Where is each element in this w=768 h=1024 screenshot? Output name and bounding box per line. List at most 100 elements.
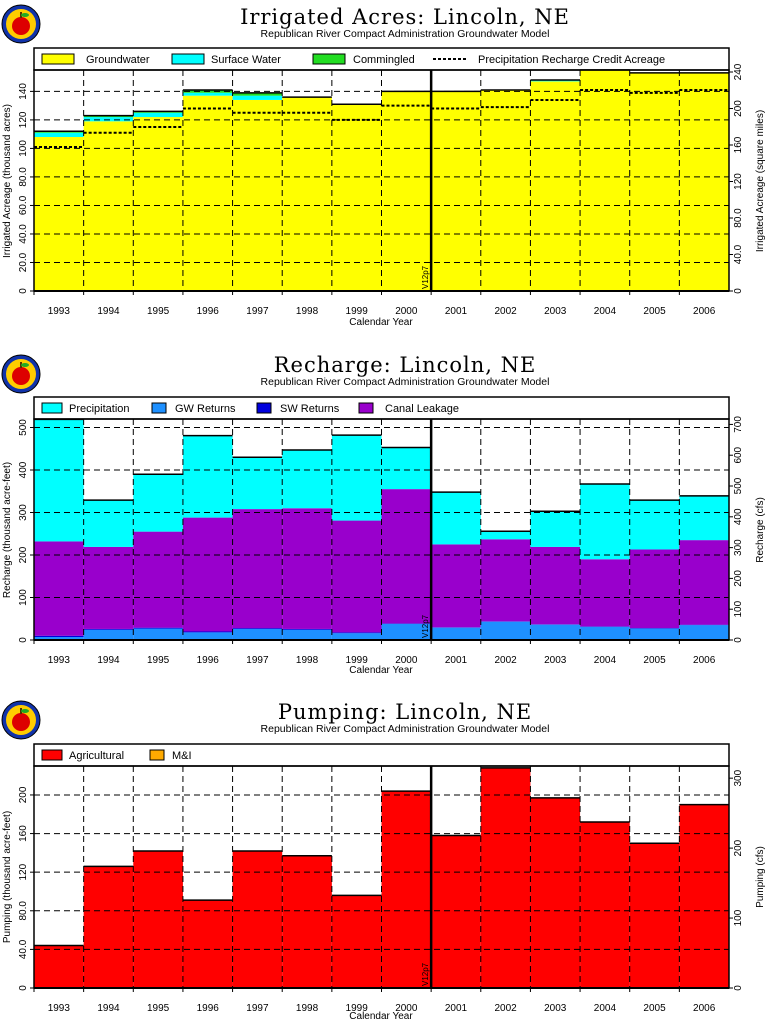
x-tick-label: 2002 [494,655,517,666]
x-tick-label: 2002 [494,306,517,317]
x-tick-label: 1997 [246,655,269,666]
y2-tick-label: 120 [733,173,744,190]
bar-segment [679,495,729,541]
y-tick-label: 100 [18,140,29,157]
bar-segment [182,517,233,632]
y2-tick-label: 400 [733,508,744,525]
bar-segment [133,117,183,292]
chart-legend: Groundwater Surface Water Commingled Pre… [33,47,730,71]
model-marker-label: V12p7 [421,614,430,638]
bar-segment [679,625,729,640]
legend-label-precipitation: Precipitation [69,403,130,415]
x-tick-label: 2001 [445,1003,468,1014]
bar-segment [530,81,581,291]
y-tick-label: 300 [18,504,29,521]
y-axis-label: Recharge (thousand acre-feet) [2,462,13,598]
chart-title: Irrigated Acres: Lincoln, NE [240,5,570,29]
x-tick-label: 2000 [395,1003,418,1014]
chart-title: Pumping: Lincoln, NE [278,700,532,724]
bar-segment [182,631,233,633]
x-tick-label: 2004 [594,306,617,317]
y2-tick-label: 700 [733,416,744,433]
bar-segment [83,121,134,291]
bar-segment [331,895,382,988]
x-axis-label: Calendar Year [349,317,413,328]
bar-segment [282,508,332,629]
bar-segment [679,804,729,988]
bar-segment [133,627,183,629]
x-tick-label: 1996 [197,655,220,666]
bar-segment [133,628,183,640]
x-tick-label: 2006 [693,1003,716,1014]
y-axis-label: Irrigated Acreage (thousand acres) [2,104,13,258]
irrigated-acres-panel: Irrigated Acres: Lincoln, NE Republican … [1,4,766,328]
bar-segment [133,850,183,988]
x-axis-label: Calendar Year [349,1011,413,1022]
y2-tick-label: 80.0 [733,208,744,228]
legend-swatch-precipitation [41,402,63,414]
bar-segment [331,632,382,634]
y2-tick-label: 300 [733,769,744,786]
x-tick-label: 1998 [296,1003,319,1014]
x-tick-label: 2004 [594,1003,617,1014]
legend-label-groundwater: Groundwater [86,54,150,66]
bar-segment [629,72,680,291]
y-tick-label: 80.0 [18,901,29,921]
legend-label-commingled: Commingled [353,54,415,66]
x-tick-label: 2003 [544,655,567,666]
bar-segment [480,539,531,622]
x-tick-label: 1995 [147,655,170,666]
bar-segment [480,767,531,988]
bar-segment [629,549,680,629]
model-marker-label: V12p7 [421,265,430,289]
bar-segment [282,855,332,988]
x-tick-label: 1999 [346,1003,369,1014]
bar-segment [629,500,680,550]
bar-segment [381,623,432,640]
y-tick-label: 0 [18,288,29,294]
bar-segment [133,531,183,628]
x-tick-label: 2005 [643,306,666,317]
legend-swatch-sw-returns [256,402,272,414]
bar-segment [331,633,382,640]
legend-label-precip-credit: Precipitation Recharge Credit Acreage [478,54,665,66]
recharge-panel: Recharge: Lincoln, NE Republican River C… [1,353,766,676]
chart-subtitle: Republican River Compact Administration … [261,28,550,40]
bar-segment [580,626,630,640]
bar-segment [431,627,481,640]
chart-legend: Agricultural M&I [33,743,730,767]
x-tick-label: 1999 [346,655,369,666]
y2-axis-label: Pumping (cfs) [755,846,766,908]
x-tick-label: 2004 [594,655,617,666]
x-tick-label: 1995 [147,1003,170,1014]
bar-segment [34,945,84,988]
bar-segment [282,97,332,291]
bar-segment [381,91,432,291]
y-tick-label: 140 [18,83,29,100]
bar-segment [34,419,84,542]
y2-tick-label: 600 [733,446,744,463]
x-tick-label: 1997 [246,1003,269,1014]
bar-segment [331,104,382,291]
bar-segment [480,531,531,540]
plot-area: V12p7 0 20.0 40.0 60.0 80.0 100 120 140 0 40.0 80.0… [18,63,744,317]
bar-segment [480,621,531,640]
x-tick-label: 1994 [97,306,120,317]
bar-segment [580,559,630,627]
plot-area: V12p7 0 100 200 300 400 500 0 100 200 300 400 500 600… [18,416,744,666]
y2-tick-label: 100 [733,909,744,926]
y-tick-label: 120 [18,863,29,880]
x-tick-label: 2000 [395,306,418,317]
bar-segment [530,511,581,547]
y2-tick-label: 240 [733,63,744,80]
x-tick-label: 2002 [494,1003,517,1014]
bar-segment [232,99,283,292]
legend-swatch-surface-water [171,53,205,65]
apple-logo-icon [1,4,41,44]
bar-segment [431,544,481,628]
bar-segment [182,435,233,518]
bar-segment [182,92,233,96]
bar-segment [34,635,84,638]
